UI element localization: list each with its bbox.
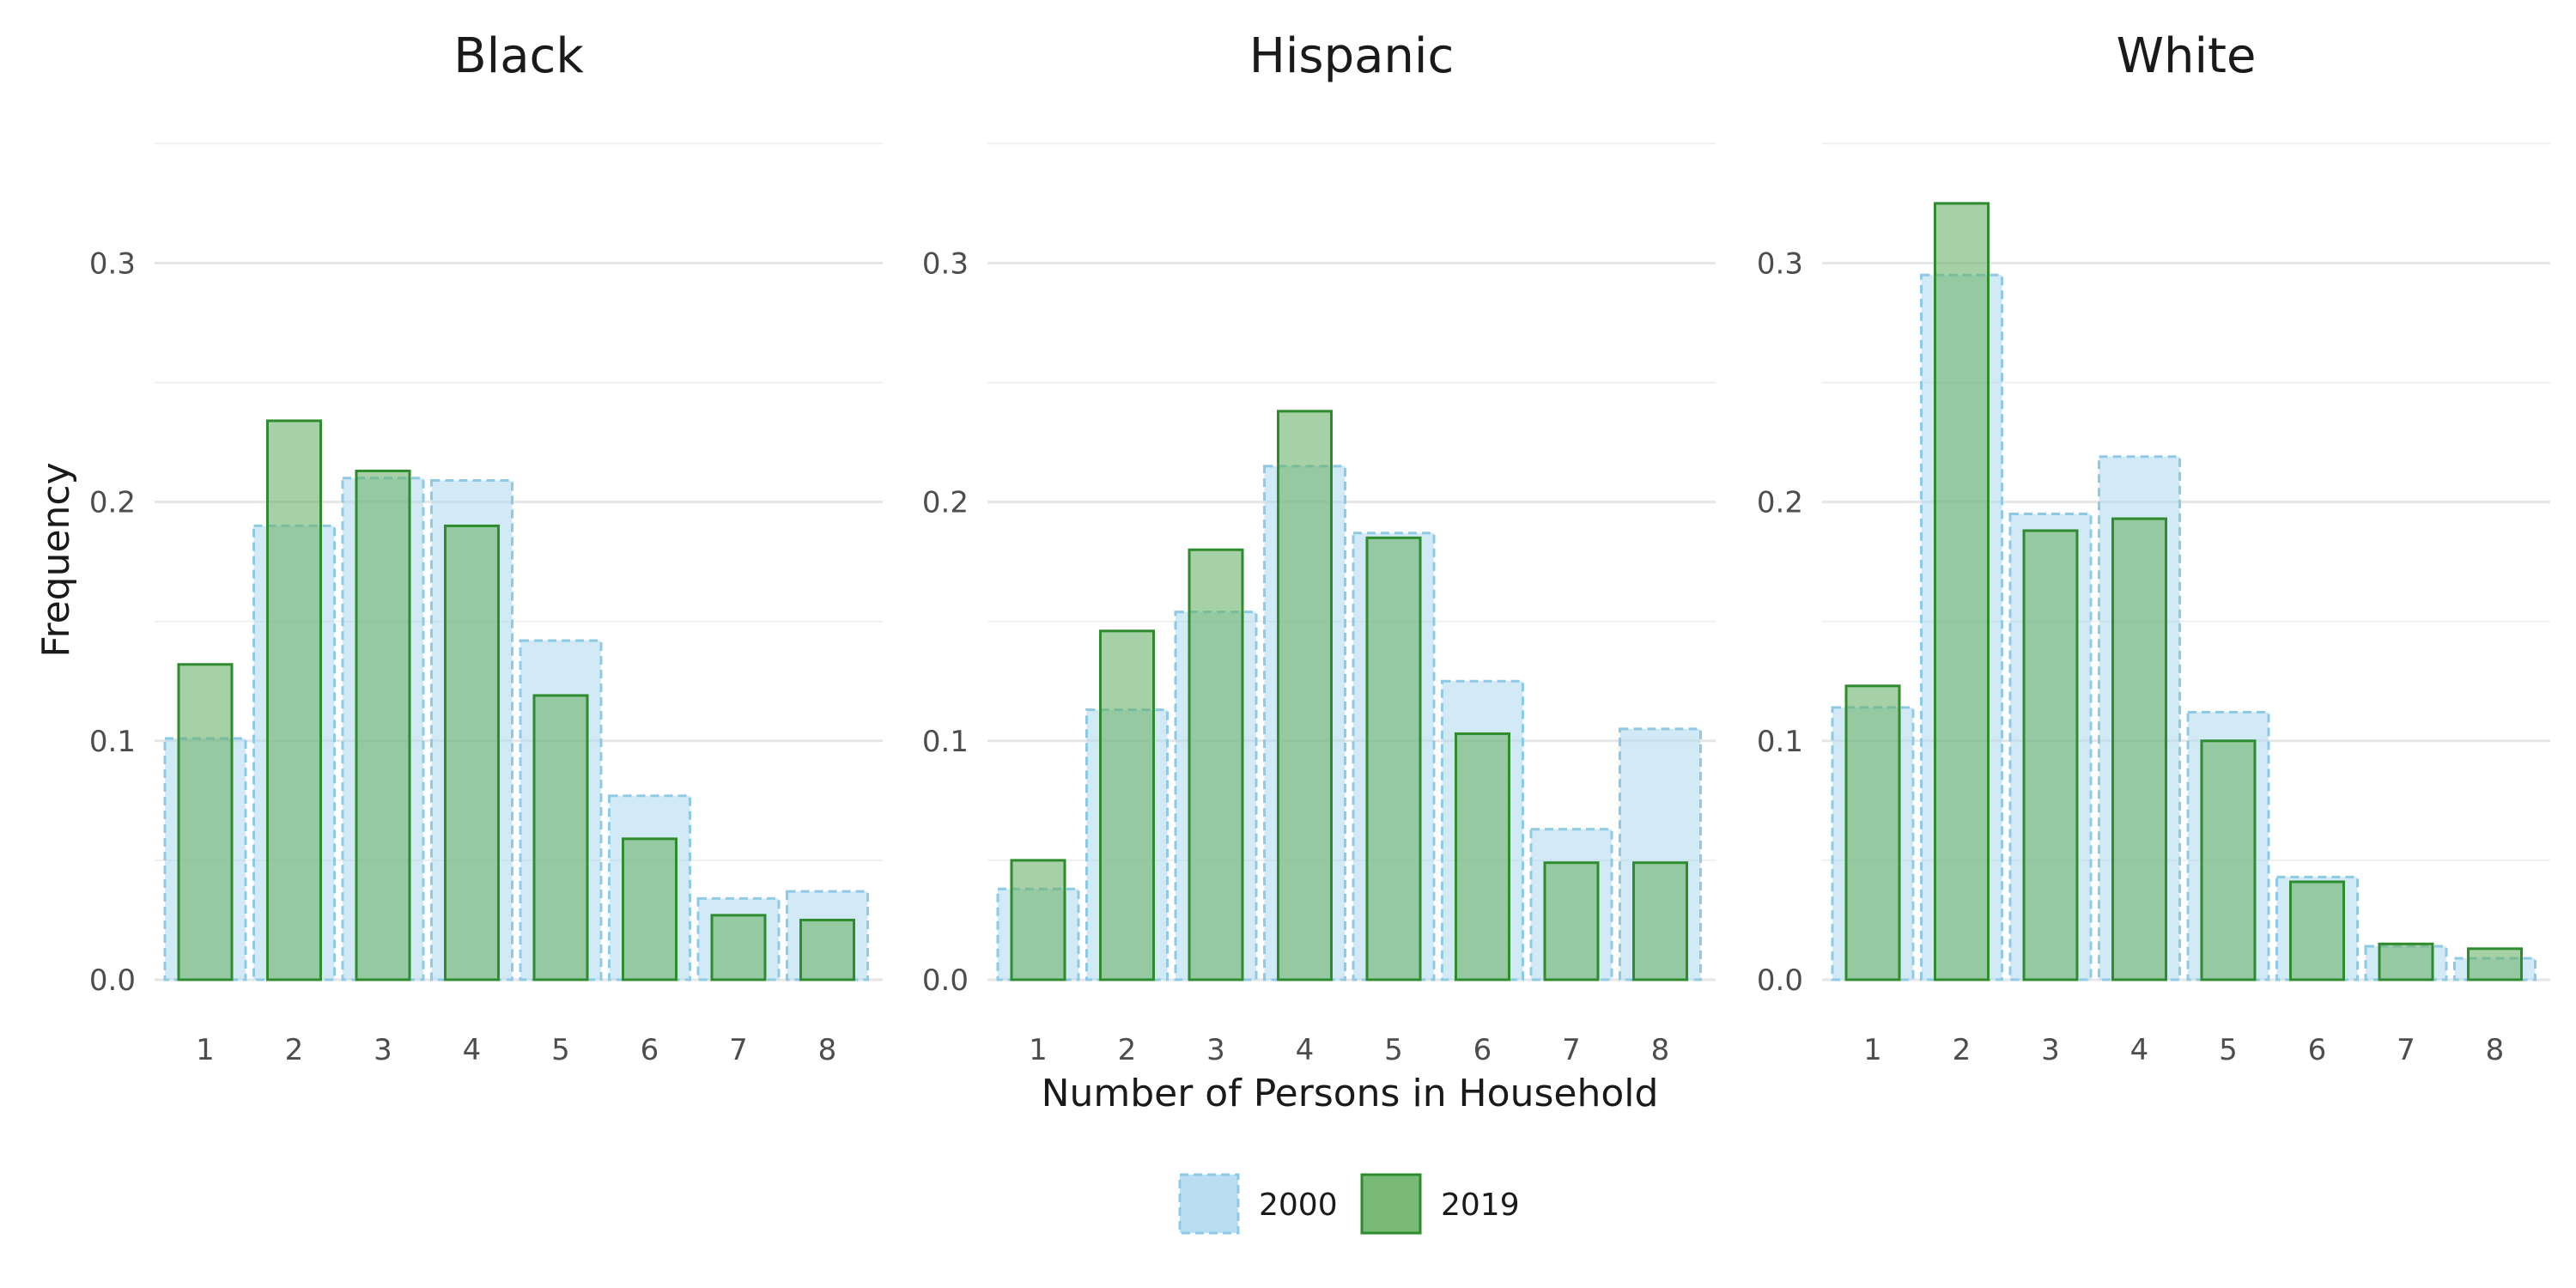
x-tick-label: 3 <box>2041 1033 2060 1067</box>
legend: 2000 2019 <box>1178 1173 1520 1235</box>
bar-2019-hispanic-4 <box>1277 410 1333 981</box>
bar-2019-hispanic-3 <box>1188 548 1244 981</box>
y-tick-label: 0.3 <box>1757 246 1803 281</box>
x-tick-label: 1 <box>1863 1033 1882 1067</box>
x-tick-label: 8 <box>1651 1033 1670 1067</box>
bar-2019-black-2 <box>266 419 322 981</box>
bar-2019-black-1 <box>177 663 234 981</box>
y-axis-title: Frequency <box>34 462 78 657</box>
legend-label-2000: 2000 <box>1259 1188 1338 1223</box>
bar-2019-hispanic-2 <box>1099 629 1155 981</box>
x-tick-label: 6 <box>1473 1033 1492 1067</box>
x-tick-label: 2 <box>1118 1033 1137 1067</box>
bar-2019-white-3 <box>2022 529 2079 981</box>
x-axis-title: Number of Persons in Household <box>1042 1072 1659 1115</box>
y-tick-label: 0.3 <box>922 246 969 281</box>
bar-2019-white-7 <box>2378 942 2434 981</box>
x-tick-label: 3 <box>374 1033 392 1067</box>
legend-key-2019 <box>1360 1173 1422 1235</box>
bar-2019-hispanic-1 <box>1010 859 1066 981</box>
y-tick-label: 0.1 <box>89 725 136 759</box>
panel-hispanic: 0.0 0.1 0.2 0.3 Hispanic 1 2 3 4 5 6 7 8 <box>922 28 1716 1067</box>
bar-2019-hispanic-8 <box>1632 861 1688 981</box>
panel-white: 0.0 0.1 0.2 0.3 White 1 2 3 4 5 6 7 8 <box>1757 28 2550 1067</box>
x-tick-label: 6 <box>2308 1033 2327 1067</box>
x-tick-label: 2 <box>1953 1033 1971 1067</box>
y-tick-label: 0.1 <box>922 725 969 759</box>
bar-2019-hispanic-7 <box>1543 861 1600 981</box>
bar-2019-black-6 <box>622 837 677 981</box>
y-tick-label: 0.0 <box>922 963 969 998</box>
x-tick-label: 8 <box>818 1033 837 1067</box>
x-tick-label: 7 <box>729 1033 748 1067</box>
x-tick-label: 3 <box>1206 1033 1225 1067</box>
bar-2019-black-8 <box>799 918 855 981</box>
y-tick-label: 0.1 <box>1757 725 1803 759</box>
legend-label-2019: 2019 <box>1441 1188 1520 1223</box>
x-tick-label: 7 <box>2397 1033 2415 1067</box>
bar-2019-white-4 <box>2111 517 2167 981</box>
bar-2019-white-1 <box>1844 684 1901 981</box>
x-tick-label: 5 <box>1384 1033 1403 1067</box>
x-tick-label: 4 <box>2130 1033 2149 1067</box>
bar-2019-white-8 <box>2467 947 2523 981</box>
bar-2019-white-2 <box>1934 202 1990 981</box>
x-tick-label: 5 <box>551 1033 570 1067</box>
x-tick-label: 1 <box>1029 1033 1048 1067</box>
x-tick-label: 1 <box>196 1033 215 1067</box>
bar-2019-black-4 <box>444 524 500 981</box>
bar-2019-hispanic-6 <box>1455 732 1510 981</box>
bar-2019-black-3 <box>355 469 411 981</box>
x-tick-label: 4 <box>463 1033 482 1067</box>
y-tick-label: 0.2 <box>1757 486 1803 520</box>
x-tick-label: 8 <box>2486 1033 2505 1067</box>
panel-title-black: Black <box>453 28 584 84</box>
panel-black: 0.0 0.1 0.2 0.3 Black 1 2 3 4 5 6 7 8 <box>89 28 883 1067</box>
x-tick-label: 7 <box>1562 1033 1581 1067</box>
bar-2019-hispanic-5 <box>1365 536 1422 981</box>
chart-panels: 0.0 0.1 0.2 0.3 Black 1 2 3 4 5 6 7 8 0.0 0.1 0.2 0.3 His… <box>89 28 2550 1067</box>
panel-title-white: White <box>2117 28 2257 84</box>
bar-2019-black-5 <box>532 694 589 981</box>
panel-title-hispanic: Hispanic <box>1249 28 1455 84</box>
y-tick-label: 0.2 <box>89 486 136 520</box>
y-tick-label: 0.2 <box>922 486 969 520</box>
bar-2019-white-6 <box>2289 880 2345 981</box>
x-tick-label: 5 <box>2219 1033 2238 1067</box>
y-tick-label: 0.0 <box>1757 963 1803 998</box>
y-tick-label: 0.3 <box>89 246 136 281</box>
x-tick-label: 6 <box>641 1033 659 1067</box>
x-tick-label: 2 <box>285 1033 304 1067</box>
bar-2019-black-7 <box>710 914 767 981</box>
x-tick-label: 4 <box>1296 1033 1315 1067</box>
legend-key-2000 <box>1178 1173 1240 1235</box>
bar-2019-white-5 <box>2200 739 2257 981</box>
y-tick-label: 0.0 <box>89 963 136 998</box>
